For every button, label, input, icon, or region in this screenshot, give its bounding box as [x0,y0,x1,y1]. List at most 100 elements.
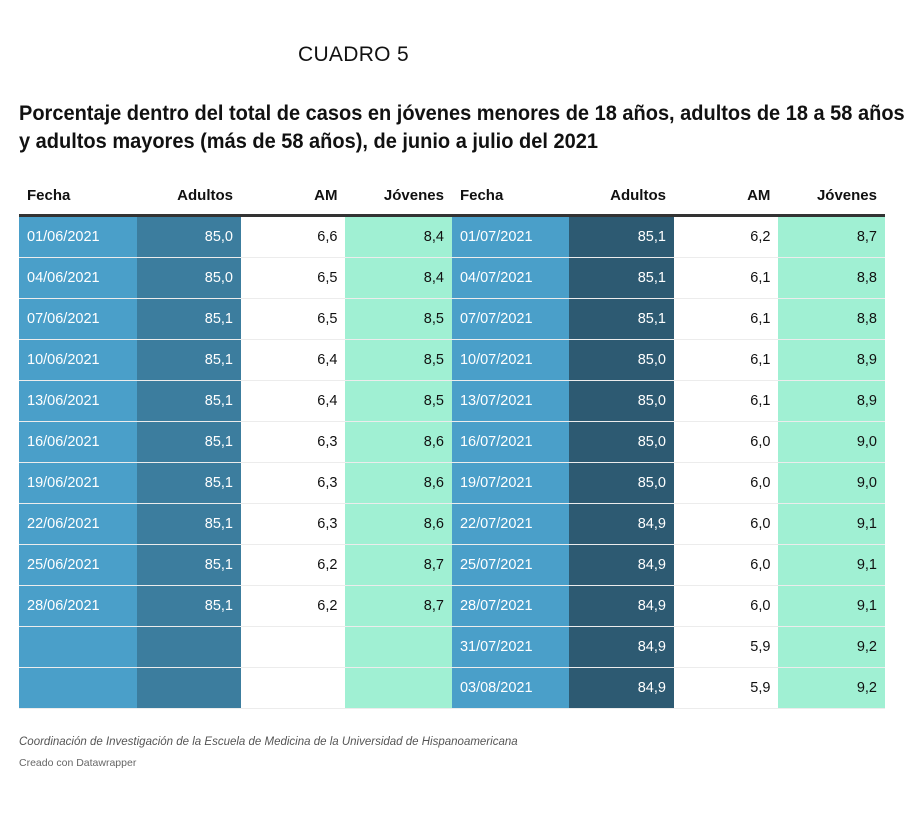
header-row: Fecha Adultos AM Jóvenes Fecha Adultos A… [19,176,885,217]
cell-adultos-junio: 85,1 [136,585,241,627]
cell-jovenes-julio: 9,0 [778,421,885,463]
cell-adultos-junio: 85,1 [136,421,241,463]
cell-fecha-junio: 22/06/2021 [19,503,137,545]
cell-fecha-junio: 10/06/2021 [19,339,137,381]
cell-jovenes-julio: 8,8 [778,298,885,340]
table-row: 07/06/2021 85,1 6,5 8,5 07/07/2021 85,1 6,1 8,8 [19,298,885,340]
cell-am-julio: 6,2 [673,215,779,258]
cell-adultos-julio: 84,9 [569,544,674,586]
cell-jovenes-junio [345,667,452,709]
column-header-am[interactable]: AM [241,176,346,217]
column-header-jovenes[interactable]: Jóvenes [345,176,452,217]
cell-adultos-julio: 85,0 [569,421,674,463]
cell-am-julio: 6,1 [673,298,779,340]
cell-jovenes-junio: 8,7 [345,585,452,627]
cell-jovenes-junio: 8,6 [345,503,452,545]
cell-fecha-junio: 16/06/2021 [19,421,137,463]
cell-am-julio: 6,0 [673,421,779,463]
table-row: 03/08/2021 84,9 5,9 9,2 [19,667,885,709]
cell-fecha-julio: 10/07/2021 [451,339,570,381]
cell-jovenes-junio: 8,6 [345,462,452,504]
cell-jovenes-julio: 9,0 [778,462,885,504]
cell-adultos-junio [136,667,241,709]
cell-fecha-junio: 01/06/2021 [19,215,137,258]
source-note: Coordinación de Investigación de la Escu… [19,736,518,748]
cell-am-junio: 6,3 [241,462,346,504]
cell-jovenes-julio: 9,1 [778,544,885,586]
table-body: 01/06/2021 85,0 6,6 8,4 01/07/2021 85,1 6,2 8,7… [19,215,885,709]
cell-jovenes-julio: 9,2 [778,626,885,668]
cell-fecha-julio: 22/07/2021 [451,503,570,545]
table-row: 25/06/2021 85,1 6,2 8,7 25/07/2021 84,9 6,0 9,1 [19,544,885,586]
table-row: 10/06/2021 85,1 6,4 8,5 10/07/2021 85,0 6,1 8,9 [19,339,885,381]
cell-am-julio: 6,1 [673,380,779,422]
cell-jovenes-junio: 8,5 [345,339,452,381]
cell-fecha-junio: 25/06/2021 [19,544,137,586]
cell-am-julio: 6,0 [673,462,779,504]
cell-adultos-julio: 85,1 [569,215,674,258]
cell-am-julio: 5,9 [673,626,779,668]
cell-adultos-julio: 84,9 [569,585,674,627]
data-table: Fecha Adultos AM Jóvenes Fecha Adultos A… [19,176,885,709]
cell-adultos-junio: 85,1 [136,544,241,586]
table-row: 04/06/2021 85,0 6,5 8,4 04/07/2021 85,1 6,1 8,8 [19,257,885,299]
table-row: 22/06/2021 85,1 6,3 8,6 22/07/2021 84,9 6,0 9,1 [19,503,885,545]
cell-jovenes-junio: 8,4 [345,215,452,258]
cell-jovenes-julio: 8,9 [778,380,885,422]
cell-am-junio: 6,5 [241,298,346,340]
cell-fecha-julio: 25/07/2021 [451,544,570,586]
cell-adultos-junio: 85,0 [136,215,241,258]
cell-jovenes-julio: 9,1 [778,503,885,545]
cell-am-julio: 6,0 [673,585,779,627]
column-header-jovenes[interactable]: Jóvenes [778,176,885,217]
cell-fecha-junio [19,667,137,709]
column-header-fecha[interactable]: Fecha [19,176,137,217]
cell-fecha-julio: 19/07/2021 [451,462,570,504]
cell-adultos-junio: 85,1 [136,380,241,422]
cell-fecha-junio: 13/06/2021 [19,380,137,422]
table-row: 19/06/2021 85,1 6,3 8,6 19/07/2021 85,0 6,0 9,0 [19,462,885,504]
cell-am-junio [241,626,346,668]
column-header-adultos[interactable]: Adultos [569,176,674,217]
cell-adultos-julio: 85,0 [569,380,674,422]
cell-am-junio: 6,4 [241,380,346,422]
column-header-fecha[interactable]: Fecha [451,176,570,217]
cell-jovenes-junio: 8,4 [345,257,452,299]
cell-am-julio: 6,1 [673,257,779,299]
cell-adultos-junio [136,626,241,668]
cell-jovenes-julio: 9,2 [778,667,885,709]
cell-adultos-julio: 84,9 [569,667,674,709]
cell-adultos-julio: 84,9 [569,626,674,668]
cell-am-julio: 6,0 [673,544,779,586]
cell-am-julio: 6,0 [673,503,779,545]
chart-title: Porcentaje dentro del total de casos en … [19,99,905,155]
chart-label: CUADRO 5 [298,43,409,66]
cell-fecha-junio [19,626,137,668]
table-row: 31/07/2021 84,9 5,9 9,2 [19,626,885,668]
cell-fecha-julio: 01/07/2021 [451,215,570,258]
cell-am-junio: 6,3 [241,503,346,545]
column-header-am[interactable]: AM [673,176,779,217]
cell-jovenes-junio [345,626,452,668]
cell-am-julio: 5,9 [673,667,779,709]
cell-fecha-junio: 19/06/2021 [19,462,137,504]
cell-adultos-junio: 85,1 [136,298,241,340]
table-row: 28/06/2021 85,1 6,2 8,7 28/07/2021 84,9 6,0 9,1 [19,585,885,627]
cell-jovenes-julio: 8,7 [778,215,885,258]
cell-am-julio: 6,1 [673,339,779,381]
cell-fecha-junio: 04/06/2021 [19,257,137,299]
cell-fecha-julio: 31/07/2021 [451,626,570,668]
cell-fecha-julio: 28/07/2021 [451,585,570,627]
cell-adultos-julio: 84,9 [569,503,674,545]
cell-fecha-julio: 16/07/2021 [451,421,570,463]
column-header-adultos[interactable]: Adultos [136,176,241,217]
cell-am-junio [241,667,346,709]
cell-jovenes-julio: 8,9 [778,339,885,381]
cell-fecha-julio: 13/07/2021 [451,380,570,422]
cell-fecha-julio: 03/08/2021 [451,667,570,709]
cell-jovenes-junio: 8,5 [345,298,452,340]
cell-adultos-julio: 85,1 [569,257,674,299]
cell-fecha-julio: 04/07/2021 [451,257,570,299]
table-row: 13/06/2021 85,1 6,4 8,5 13/07/2021 85,0 6,1 8,9 [19,380,885,422]
cell-adultos-junio: 85,0 [136,257,241,299]
